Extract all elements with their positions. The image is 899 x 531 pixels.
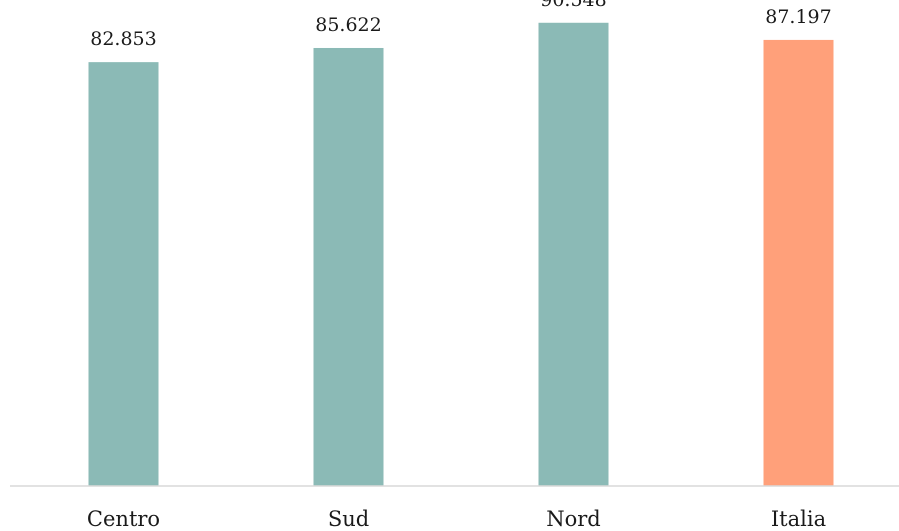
bar-sud xyxy=(313,47,384,487)
bar-italia xyxy=(763,39,834,486)
x-tick-label-nord: Nord xyxy=(546,507,601,531)
data-label-nord: 90.548 xyxy=(540,0,606,11)
x-tick-label-sud: Sud xyxy=(328,507,369,531)
bars-layer xyxy=(88,22,834,487)
bar-nord xyxy=(538,22,609,487)
data-labels-layer: 82.853 85.622 90.548 87.197 xyxy=(90,0,831,50)
data-label-italia: 87.197 xyxy=(765,6,831,28)
x-tick-labels-layer: Centro Sud Nord Italia xyxy=(87,507,826,531)
bar-centro xyxy=(88,62,159,487)
data-label-sud: 85.622 xyxy=(315,14,381,36)
data-label-centro: 82.853 xyxy=(90,28,156,50)
x-tick-label-centro: Centro xyxy=(87,507,160,531)
x-tick-label-italia: Italia xyxy=(771,507,826,531)
